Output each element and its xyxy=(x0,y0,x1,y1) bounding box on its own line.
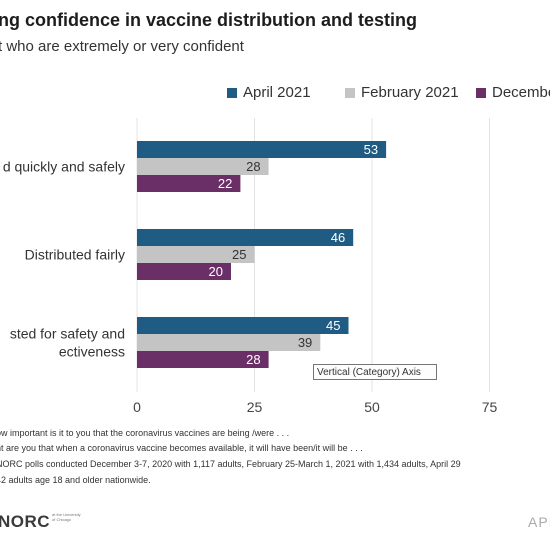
bar xyxy=(137,175,241,192)
bar xyxy=(137,229,354,246)
bar-data-label: 45 xyxy=(326,318,340,333)
note-line-1: ow important is it to you that the coron… xyxy=(0,428,290,438)
x-tick-label: 75 xyxy=(482,399,498,415)
chart-subtitle: t who are extremely or very confident xyxy=(0,38,244,55)
bar xyxy=(137,351,269,368)
bar xyxy=(137,263,231,280)
legend-item: February 2021 xyxy=(345,84,459,101)
bar xyxy=(137,317,349,334)
legend-item: December xyxy=(476,84,550,101)
legend-label: February 2021 xyxy=(361,84,459,101)
note-line-4: 42 adults age 18 and older nationwide. xyxy=(0,475,151,485)
legend-swatch xyxy=(227,87,237,98)
legend-label: April 2021 xyxy=(243,84,311,101)
bar xyxy=(137,141,387,158)
note-line-2: nt are you that when a coronavirus vacci… xyxy=(0,443,363,453)
bar-data-label: 53 xyxy=(364,142,378,157)
chart-title: ng confidence in vaccine distribution an… xyxy=(0,10,418,30)
bar-data-label: 28 xyxy=(246,159,260,174)
x-tick-label: 0 xyxy=(133,399,141,415)
bar-data-label: 22 xyxy=(218,176,232,191)
category-label: d quickly and safely xyxy=(3,159,125,175)
chart-area: 0 25 50 75 d quickly and safely Distributed f… xyxy=(3,118,498,415)
bar xyxy=(137,246,255,263)
bar-data-label: 46 xyxy=(331,230,345,245)
bar-data-label: 25 xyxy=(232,247,246,262)
x-tick-label: 25 xyxy=(247,399,263,415)
bar xyxy=(137,158,269,175)
axis-tooltip: Vertical (Category) Axis xyxy=(313,364,437,380)
bar-data-label: 28 xyxy=(246,352,260,367)
category-label: ectiveness xyxy=(59,344,125,360)
category-label: Distributed fairly xyxy=(25,247,125,263)
x-tick-label: 50 xyxy=(364,399,380,415)
legend-item: April 2021 xyxy=(227,84,311,101)
bar xyxy=(137,334,321,351)
norc-logo: NORC xyxy=(0,512,51,531)
bar-data-label: 39 xyxy=(298,335,312,350)
legend-swatch xyxy=(345,87,355,98)
date-label: API xyxy=(528,514,550,530)
legend-label: December xyxy=(492,84,550,101)
legend-swatch xyxy=(476,87,486,98)
category-label: sted for safety and xyxy=(10,326,125,342)
note-line-3: NORC polls conducted December 3-7, 2020 … xyxy=(0,459,461,469)
bar-data-label: 20 xyxy=(209,264,223,279)
norc-logo-subtext: at the University of Chicago xyxy=(52,512,81,522)
